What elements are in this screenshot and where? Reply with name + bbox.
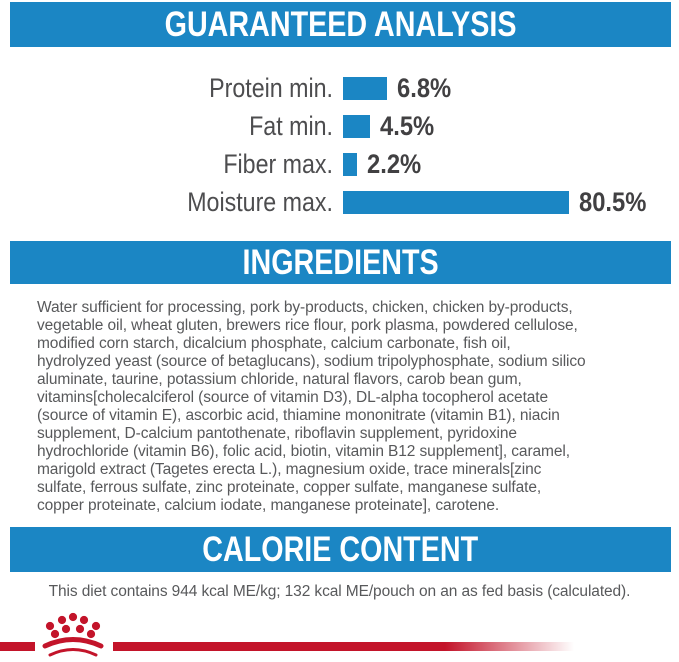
section-header-guaranteed-analysis: GUARANTEED ANALYSIS bbox=[10, 2, 671, 47]
analysis-row: Moisture max. 80.5% bbox=[0, 187, 679, 217]
ingredients-title: INGREDIENTS bbox=[242, 242, 439, 282]
analysis-value: 6.8% bbox=[397, 72, 452, 103]
royal-canin-crown-icon bbox=[42, 612, 104, 657]
brand-ribbon-left bbox=[0, 642, 35, 651]
guaranteed-analysis-title: GUARANTEED ANALYSIS bbox=[164, 4, 517, 44]
brand-ribbon-right bbox=[113, 642, 574, 651]
section-header-ingredients: INGREDIENTS bbox=[10, 241, 671, 284]
analysis-label: Moisture max. bbox=[187, 186, 333, 217]
calorie-content-title: CALORIE CONTENT bbox=[202, 529, 479, 569]
analysis-row: Fat min. 4.5% bbox=[0, 111, 679, 141]
analysis-row: Protein min. 6.8% bbox=[0, 73, 679, 103]
analysis-label: Protein min. bbox=[209, 72, 333, 103]
analysis-bar bbox=[343, 152, 357, 176]
calorie-content-text: This diet contains 944 kcal ME/kg; 132 k… bbox=[48, 583, 631, 600]
analysis-label: Fat min. bbox=[249, 110, 333, 141]
guaranteed-analysis-chart: Protein min. 6.8% Fat min. 4.5% Fiber max. 2.… bbox=[0, 73, 679, 228]
analysis-bar bbox=[343, 76, 387, 100]
analysis-value: 4.5% bbox=[380, 110, 435, 141]
analysis-label: Fiber max. bbox=[223, 148, 333, 179]
ingredients-text: Water sufficient for processing, pork by… bbox=[37, 299, 586, 514]
analysis-row: Fiber max. 2.2% bbox=[0, 149, 679, 179]
analysis-value: 2.2% bbox=[367, 148, 422, 179]
analysis-bar bbox=[343, 114, 370, 138]
analysis-value: 80.5% bbox=[579, 186, 647, 217]
analysis-bar bbox=[343, 190, 569, 214]
section-header-calorie-content: CALORIE CONTENT bbox=[10, 527, 671, 572]
